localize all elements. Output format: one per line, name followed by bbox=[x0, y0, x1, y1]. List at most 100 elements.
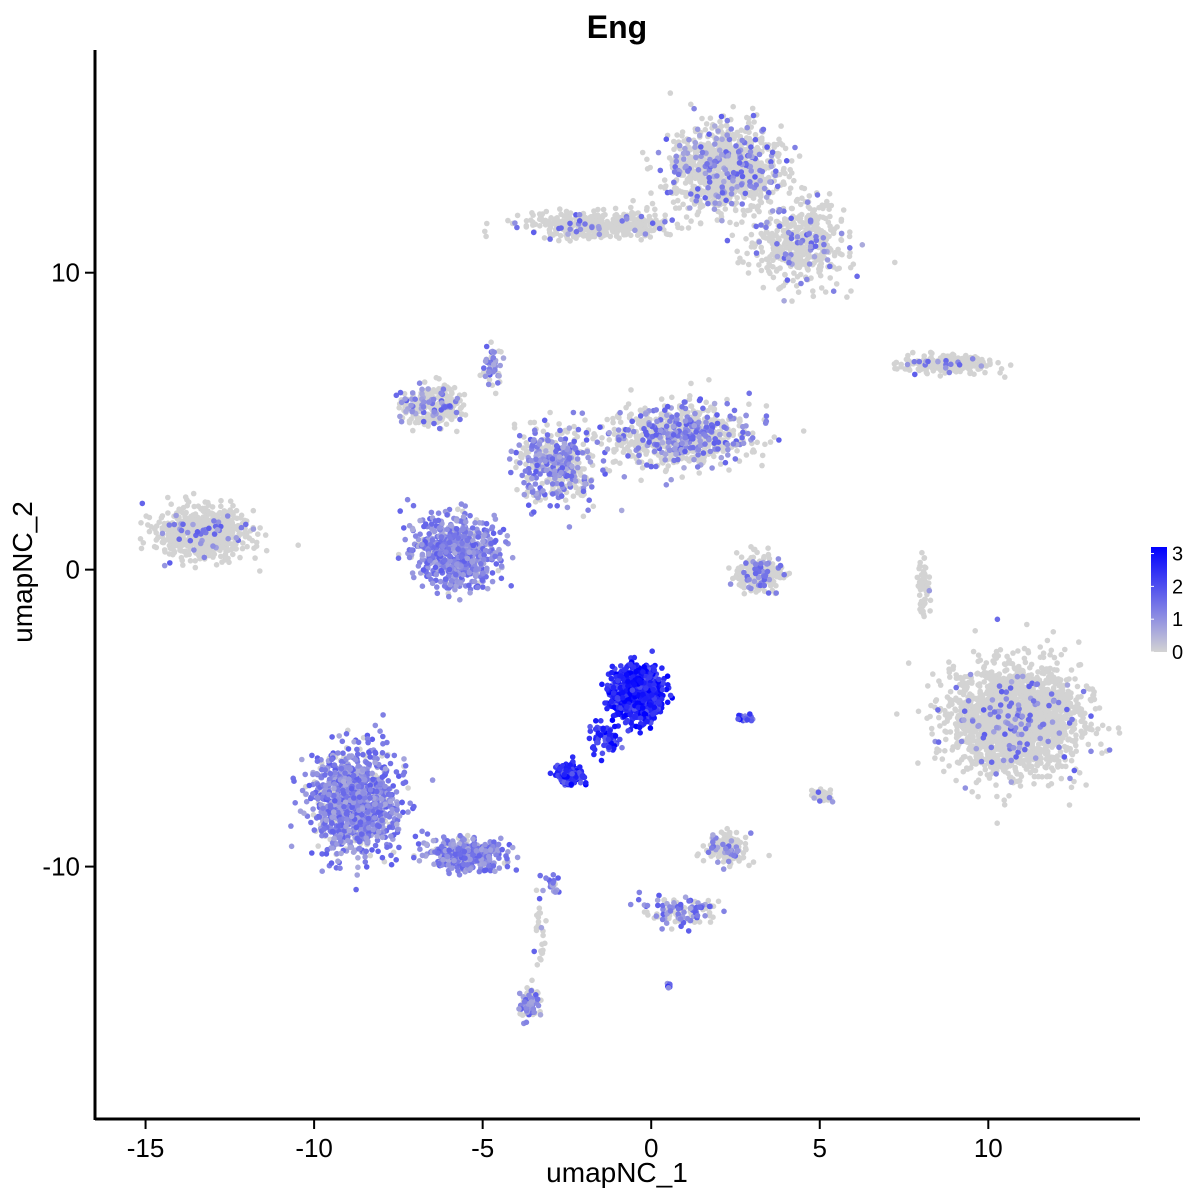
cell-point bbox=[649, 200, 656, 207]
cell-point bbox=[759, 257, 765, 264]
cell-point bbox=[944, 718, 950, 724]
cell-point bbox=[1002, 768, 1008, 775]
cell-point bbox=[644, 166, 651, 172]
cell-point bbox=[947, 688, 954, 695]
cell-point bbox=[754, 144, 761, 151]
cell-point bbox=[1076, 770, 1083, 776]
cell-point bbox=[430, 389, 436, 396]
cell-point bbox=[937, 682, 944, 688]
cell-point bbox=[948, 711, 955, 717]
cell-point bbox=[685, 225, 692, 231]
cell-point bbox=[776, 151, 782, 157]
cell-point bbox=[751, 119, 757, 125]
cell-point bbox=[795, 289, 802, 296]
cell-point bbox=[1071, 709, 1077, 716]
cell-point bbox=[194, 517, 200, 524]
cell-point bbox=[788, 205, 795, 212]
cell-point bbox=[781, 165, 787, 172]
cell-point bbox=[1058, 775, 1065, 782]
cell-point bbox=[688, 218, 694, 224]
cell-point bbox=[796, 224, 802, 231]
cell-point bbox=[625, 401, 632, 407]
cell-point bbox=[941, 768, 947, 775]
cell-point bbox=[554, 217, 561, 224]
cell-point bbox=[694, 211, 701, 218]
cell-point bbox=[847, 264, 854, 271]
cell-point bbox=[982, 766, 989, 773]
cell-point bbox=[607, 233, 614, 240]
cell-point bbox=[975, 777, 982, 783]
cell-point bbox=[723, 122, 730, 129]
cell-point bbox=[942, 748, 948, 754]
cell-point bbox=[727, 219, 733, 226]
cell-point bbox=[790, 277, 796, 284]
cell-point bbox=[707, 115, 714, 121]
cell-point bbox=[1010, 650, 1016, 656]
cell-point bbox=[211, 551, 218, 557]
cell-point bbox=[202, 499, 208, 505]
cell-point bbox=[242, 533, 249, 540]
cell-point bbox=[1087, 696, 1094, 703]
cell-point bbox=[671, 146, 677, 153]
cell-point bbox=[165, 494, 171, 501]
cell-point bbox=[892, 259, 898, 266]
cell-point bbox=[594, 218, 601, 225]
cell-point bbox=[656, 220, 662, 226]
cell-point bbox=[767, 439, 774, 445]
cell-point bbox=[1035, 689, 1042, 696]
cell-point bbox=[839, 251, 845, 258]
cell-point bbox=[1050, 767, 1056, 774]
cell-point bbox=[628, 232, 634, 239]
cell-point bbox=[745, 270, 752, 276]
cell-point bbox=[688, 403, 694, 409]
cell-point bbox=[806, 193, 813, 199]
cell-point bbox=[1031, 773, 1038, 780]
cell-point bbox=[1074, 683, 1081, 690]
cell-point bbox=[1099, 722, 1106, 729]
cell-point bbox=[822, 289, 829, 295]
cell-point bbox=[1001, 802, 1008, 808]
cell-point bbox=[1096, 705, 1103, 711]
cell-point bbox=[946, 659, 952, 665]
cell-point bbox=[734, 448, 740, 454]
cell-point bbox=[679, 129, 686, 135]
cell-point bbox=[617, 419, 624, 426]
cell-point bbox=[663, 183, 669, 189]
cell-point bbox=[661, 177, 668, 183]
cell-point bbox=[687, 176, 694, 183]
cell-point bbox=[828, 202, 835, 209]
cell-point bbox=[733, 221, 740, 228]
cell-point bbox=[410, 427, 416, 434]
cell-point bbox=[1058, 718, 1065, 724]
cell-point bbox=[630, 197, 636, 204]
cell-point bbox=[697, 220, 704, 227]
cell-point bbox=[844, 294, 850, 300]
cell-point bbox=[233, 507, 240, 514]
cell-point bbox=[793, 198, 800, 204]
cell-point bbox=[180, 562, 186, 568]
cell-point bbox=[956, 760, 962, 766]
cell-point bbox=[816, 204, 822, 211]
cell-point bbox=[953, 777, 959, 784]
cell-point bbox=[1045, 707, 1051, 714]
cell-point bbox=[824, 198, 830, 205]
cell-point bbox=[780, 179, 787, 185]
cell-point bbox=[1025, 706, 1032, 712]
cell-point bbox=[745, 261, 752, 268]
cell-point bbox=[600, 206, 607, 213]
cell-point bbox=[966, 727, 972, 734]
cell-point bbox=[1045, 730, 1052, 736]
cell-point bbox=[796, 264, 803, 271]
cell-point bbox=[1073, 697, 1079, 703]
cell-point bbox=[787, 223, 793, 230]
cell-point bbox=[995, 739, 1002, 746]
cell-point bbox=[970, 648, 977, 655]
cell-point bbox=[969, 678, 975, 685]
cell-point bbox=[254, 531, 261, 537]
cell-point bbox=[251, 545, 257, 551]
cell-point bbox=[1065, 737, 1071, 743]
cell-point bbox=[989, 673, 995, 680]
cell-point bbox=[826, 191, 833, 197]
cell-point bbox=[997, 647, 1004, 653]
